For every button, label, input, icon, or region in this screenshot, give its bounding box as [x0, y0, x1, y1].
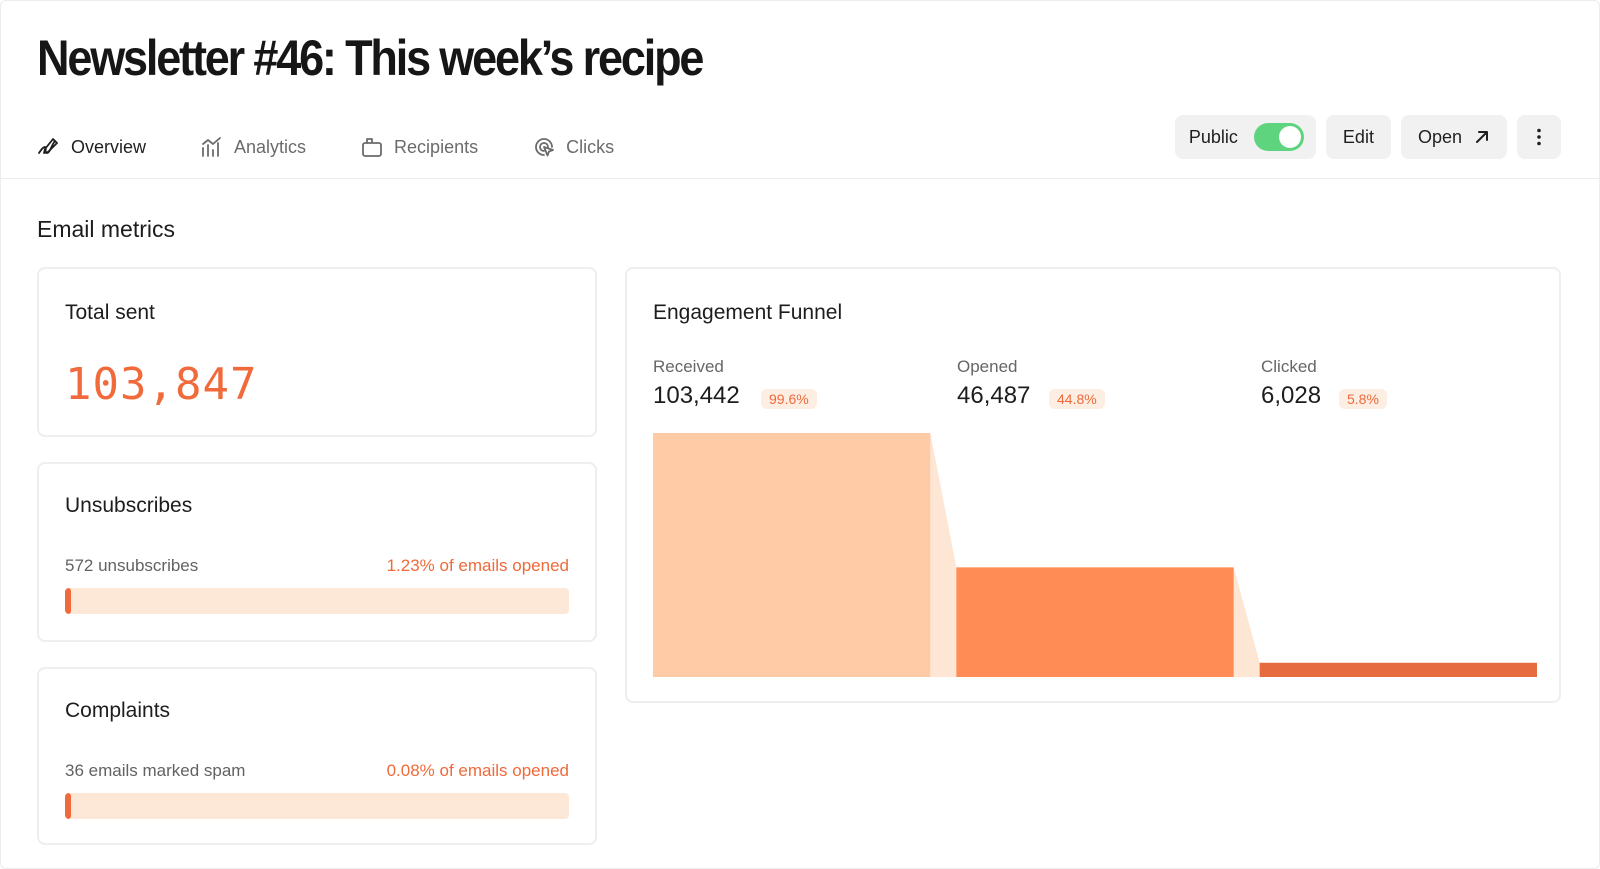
funnel-stage-value: 6,028	[1261, 382, 1322, 409]
funnel-stage-label: Received	[653, 357, 724, 376]
unsubscribes-count: 572 unsubscribes	[65, 556, 199, 575]
open-label: Open	[1417, 126, 1462, 147]
tab-label: Overview	[71, 136, 147, 157]
cursor-click-icon	[535, 138, 554, 157]
funnel-connector	[930, 433, 957, 677]
funnel-bar-received	[653, 433, 931, 677]
complaints-rate: 0.08% of emails opened	[386, 761, 569, 780]
signature-icon	[38, 138, 58, 154]
public-toggle[interactable]	[1253, 123, 1304, 151]
toggle-knob	[1278, 126, 1301, 148]
card-title: Unsubscribes	[65, 494, 193, 517]
arrow-up-right-icon	[1476, 131, 1488, 143]
card-title: Total sent	[65, 301, 155, 324]
funnel-stage-label: Opened	[957, 357, 1018, 376]
edit-label: Edit	[1342, 126, 1374, 147]
metric-row: 36 emails marked spam 0.08% of emails op…	[65, 761, 569, 781]
progress-fill	[65, 793, 71, 819]
header-actions: Public Edit Open	[1165, 115, 1561, 159]
card-title: Complaints	[65, 699, 171, 722]
bar-chart-icon	[202, 137, 221, 157]
card-title: Engagement Funnel	[653, 301, 843, 324]
funnel-chart	[653, 433, 1537, 677]
page-title: Newsletter #46: This week’s recipe	[37, 30, 704, 86]
recipients-icon	[362, 138, 382, 157]
tab-label: Analytics	[234, 136, 307, 157]
funnel-stage-percent: 99.6%	[761, 389, 817, 409]
total-sent-card: Total sent 103,847	[37, 267, 597, 437]
tab-label: Recipients	[394, 136, 479, 157]
tab-clicks[interactable]: Clicks	[532, 135, 614, 159]
edit-button[interactable]: Edit	[1325, 115, 1391, 159]
unsubscribes-rate: 1.23% of emails opened	[386, 556, 569, 575]
funnel-bar-clicked	[1259, 662, 1537, 677]
section-title: Email metrics	[37, 216, 176, 242]
funnel-bar-opened	[956, 567, 1234, 677]
total-sent-value: 103,847	[65, 359, 258, 410]
funnel-stage-value: 103,442	[653, 382, 740, 409]
metric-row: 572 unsubscribes 1.23% of emails opened	[65, 556, 569, 576]
tab-overview[interactable]: Overview	[37, 135, 146, 159]
public-toggle-button[interactable]: Public	[1174, 115, 1316, 159]
header-divider	[1, 178, 1600, 179]
progress-track	[65, 793, 569, 819]
tab-recipients[interactable]: Recipients	[360, 135, 478, 159]
progress-track	[65, 588, 569, 614]
progress-fill	[65, 588, 72, 614]
funnel-connector	[1233, 567, 1260, 677]
tab-analytics[interactable]: Analytics	[200, 135, 306, 159]
more-vertical-icon	[1537, 128, 1541, 146]
funnel-stage-percent: 5.8%	[1339, 389, 1387, 409]
tab-label: Clicks	[566, 136, 615, 157]
funnel-stage-label: Clicked	[1261, 357, 1317, 376]
more-options-button[interactable]	[1517, 115, 1561, 159]
public-label: Public	[1188, 126, 1238, 147]
funnel-stage-percent: 44.8%	[1049, 389, 1105, 409]
unsubscribes-card: Unsubscribes 572 unsubscribes 1.23% of e…	[37, 462, 597, 642]
tab-bar: Overview Analytics Recipients Clicks	[37, 129, 668, 165]
funnel-stage-value: 46,487	[957, 382, 1031, 409]
complaints-count: 36 emails marked spam	[65, 761, 246, 780]
engagement-funnel-card: Engagement Funnel Received 103,442 99.6%…	[625, 267, 1561, 703]
open-button[interactable]: Open	[1400, 115, 1507, 159]
complaints-card: Complaints 36 emails marked spam 0.08% o…	[37, 667, 597, 845]
